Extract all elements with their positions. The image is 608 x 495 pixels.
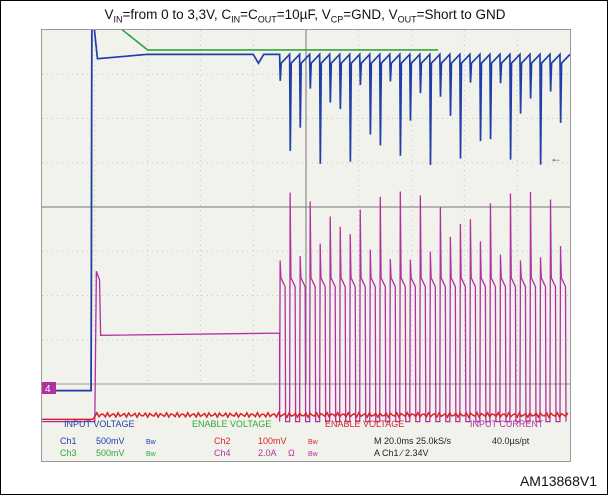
readout-ch2-scale: 100mV: [258, 436, 287, 446]
channel-4-marker: [42, 382, 56, 394]
readout-ch1-bw: Bw: [146, 439, 157, 446]
readout-ch3: Ch3: [60, 448, 77, 458]
trace-ch3-enable-voltage: [42, 30, 438, 392]
legend-enable-voltage-ch3: ENABLE VOLTAGE: [192, 419, 271, 429]
readout-ch4-bw: Bw: [308, 451, 319, 458]
readout-ch2-bw: Bw: [308, 439, 319, 446]
oscilloscope-display: 4 ← INPUT VOLTAGE ENABLE VOLTAGE ENABLE …: [41, 29, 571, 462]
trace-ch1-input-voltage: [42, 30, 570, 392]
readout-trigger: A Ch1 ∕ 2.34V: [374, 448, 429, 458]
readout-ch4: Ch4: [214, 448, 231, 458]
chart-title: VIN=from 0 to 3,3V, CIN=COUT=10µF, VCP=G…: [104, 7, 506, 25]
ch1-level-arrow: ←: [550, 151, 562, 165]
legend-and-readout: 4 ← INPUT VOLTAGE ENABLE VOLTAGE ENABLE …: [42, 151, 562, 458]
readout-timebase: M 20.0ms 25.0kS/s: [374, 436, 452, 446]
readout-ch1-scale: 500mV: [96, 436, 125, 446]
oscilloscope-plot: 4 ← INPUT VOLTAGE ENABLE VOLTAGE ENABLE …: [42, 30, 570, 458]
readout-ch4-ohm: Ω: [288, 448, 295, 458]
legend-input-current: INPUT CURRENT: [470, 419, 544, 429]
readout-ch1: Ch1: [60, 436, 77, 446]
traces: [42, 30, 570, 423]
figure-reference: AM13868V1: [519, 473, 597, 489]
trace-ch2-enable-voltage: [42, 411, 569, 421]
readout-ch3-bw: Bw: [146, 451, 157, 458]
readout-ch2: Ch2: [214, 436, 231, 446]
legend-input-voltage: INPUT VOLTAGE: [64, 419, 135, 429]
readout-ch3-scale: 500mV: [96, 448, 125, 458]
legend-enable-voltage-ch2: ENABLE VOLTAGE: [325, 419, 404, 429]
channel-4-marker-label: 4: [45, 384, 51, 395]
readout-sample-interval: 40.0µs/pt: [492, 436, 530, 446]
trace-ch4-input-current: [42, 191, 567, 423]
readout-ch4-scale: 2.0A: [258, 448, 277, 458]
